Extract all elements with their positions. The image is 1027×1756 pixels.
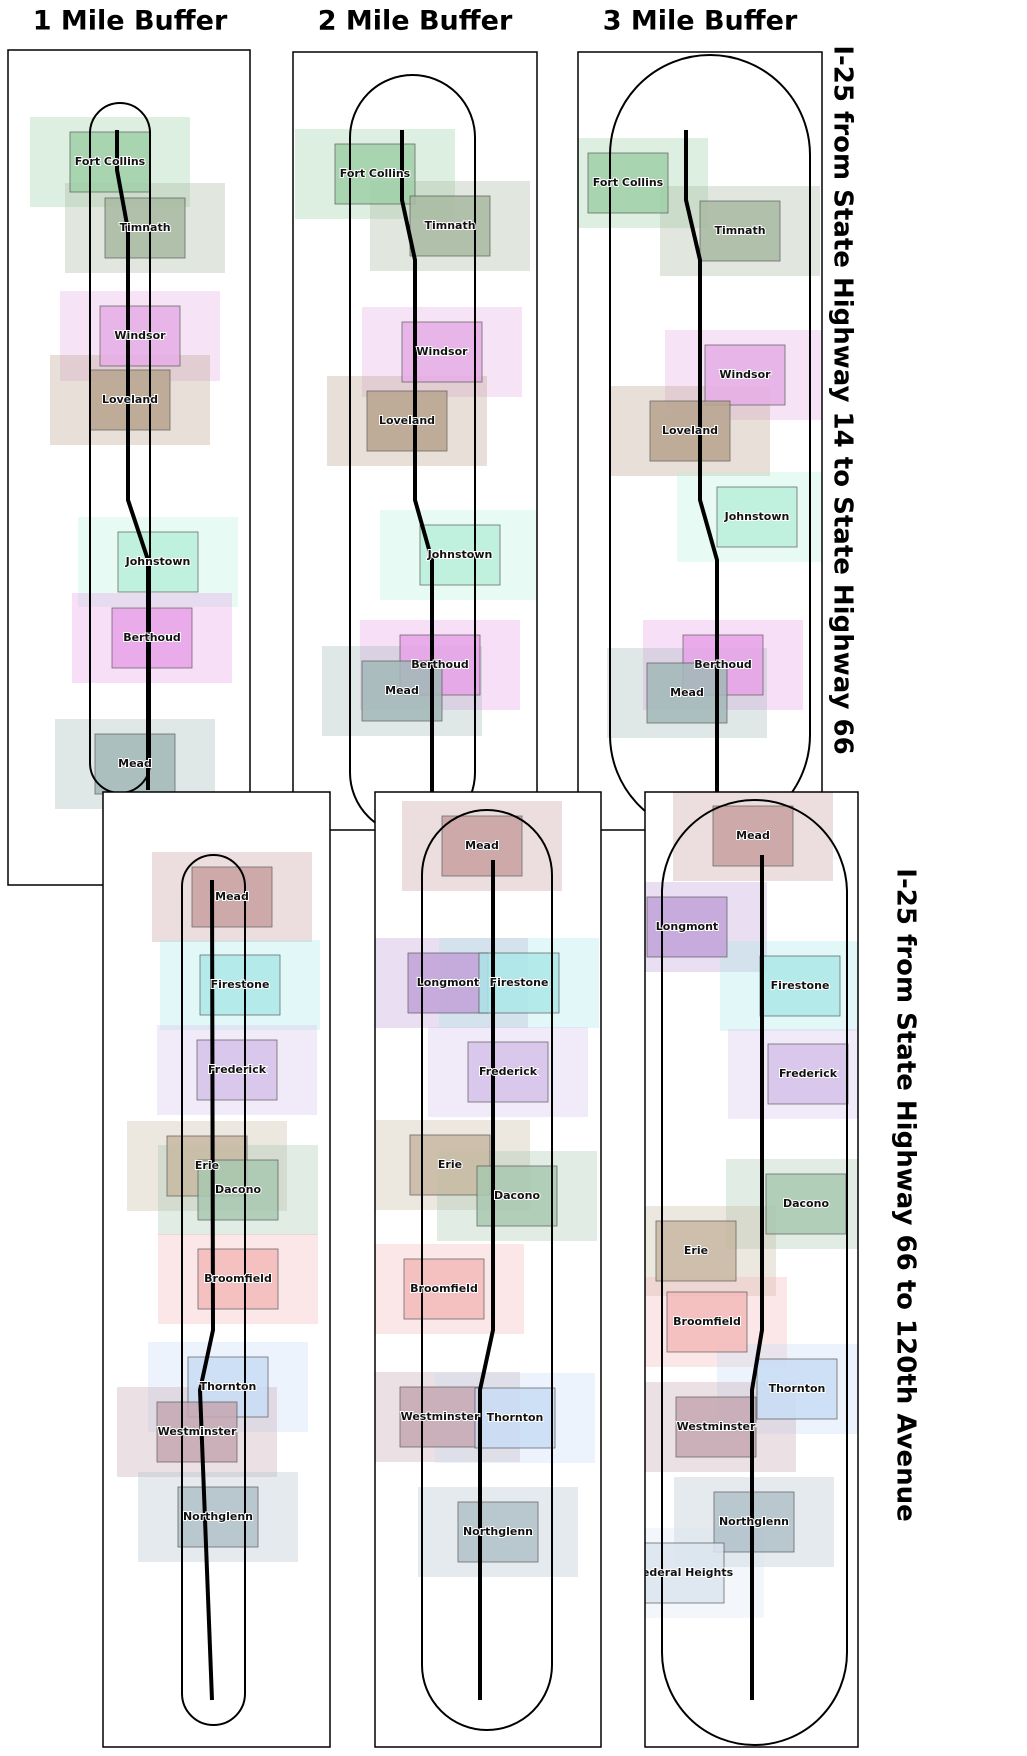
town-label: Fort Collins [340,167,411,180]
town-label: Longmont [656,920,718,933]
town-label: Mead [670,686,704,699]
town-label: Berthoud [411,658,469,671]
map-panel: Fort Collins Timnath Windsor Loveland Johnst… [8,50,250,885]
town-label: Mead [465,839,499,852]
town-label: Timnath [424,219,475,232]
town-label: Erie [438,1158,462,1171]
town-label: Broomfield [204,1272,272,1285]
side-label: I-25 from State Highway 66 to 120th Aven… [891,868,921,1521]
town-label: Fort Collins [75,155,146,168]
town-label: Timnath [119,221,170,234]
map-figure: 1 Mile Buffer 2 Mile Buffer 3 Mile Buffe… [0,0,1027,1752]
town-label: Mead [215,890,249,903]
town-label: Thornton [769,1382,826,1395]
town-label: Firestone [211,978,270,991]
town-label: Firestone [490,976,549,989]
town-label: Loveland [662,424,718,437]
town-label: Johnstown [125,555,191,568]
map-panel: Mead Firestone Frederick Erie Dacono Broomfie… [103,792,330,1747]
town-label: Windsor [114,329,166,342]
page: {"headers": ["1 Mile Buffer", "2 Mile Bu… [0,0,1027,1752]
town-label: Erie [684,1244,708,1257]
town-label: Windsor [416,345,468,358]
town-label: Broomfield [673,1315,741,1328]
header: 2 Mile Buffer [318,6,513,37]
town-label: Westminster [401,1410,480,1423]
side-label: I-25 from State Highway 14 to State High… [828,45,858,754]
town-label: Westminster [158,1425,237,1438]
town-label: Northglenn [183,1510,253,1523]
town-label: Loveland [102,393,158,406]
town-label: Berthoud [123,631,181,644]
map-panel: Fort Collins Timnath Windsor Loveland Johnst… [548,52,837,835]
town-label: Erie [195,1159,219,1172]
town-label: Dacono [215,1183,261,1196]
town-label: Mead [736,829,770,842]
town-label: Northglenn [463,1525,533,1538]
town-label: Timnath [714,224,765,237]
town-label: Thornton [487,1411,544,1424]
map-panel: Mead Longmont Firestone Frederick Erie Dacono… [360,792,601,1747]
town-label: Northglenn [719,1515,789,1528]
town-label: Johnstown [724,510,790,523]
map-panel: Mead Longmont Firestone Frederick Dacono Erie… [604,791,888,1747]
town-label: Mead [118,757,152,770]
town-label: Broomfield [410,1282,478,1295]
header: 1 Mile Buffer [33,6,228,37]
town-label: Berthoud [694,658,752,671]
town-label: Frederick [208,1063,267,1076]
town-label: Windsor [719,368,771,381]
town-label: Mead [385,684,419,697]
town-label: Johnstown [427,548,493,561]
town-label: Frederick [479,1065,538,1078]
town-label: Dacono [494,1189,540,1202]
town-label: Federal Heights [635,1566,734,1579]
town-label: Frederick [779,1067,838,1080]
town-label: Firestone [771,979,830,992]
town-label: Loveland [379,414,435,427]
header: 3 Mile Buffer [603,6,798,37]
map-panel: Fort Collins Timnath Windsor Loveland Johnst… [293,52,540,835]
town-label: Thornton [200,1380,257,1393]
town-label: Westminster [677,1420,756,1433]
panels: Fort Collins Timnath Windsor Loveland Johnst… [8,50,888,1747]
town-label: Fort Collins [593,176,664,189]
town-label: Longmont [417,976,479,989]
town-label: Dacono [783,1197,829,1210]
